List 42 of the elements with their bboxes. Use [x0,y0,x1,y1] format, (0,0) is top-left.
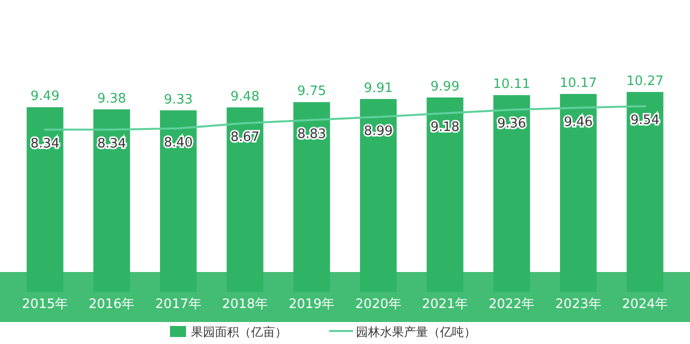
data-label: 9.46 [564,114,593,130]
x-tick-label: 2024年 [622,297,668,312]
x-tick-label: 2018年 [222,297,268,312]
x-tick-label: 2019年 [288,297,335,312]
data-label: 8.34 [30,136,60,152]
x-tick-label: 2015年 [22,297,68,312]
data-label: 9.99 [430,79,460,94]
bar [426,97,464,292]
data-label: 10.27 [626,74,664,89]
bar [26,107,64,292]
bar [226,107,264,292]
data-label: 10.11 [493,77,530,92]
data-label: 8.83 [297,127,326,142]
bar [160,110,197,292]
bar [93,109,130,292]
x-tick-label: 2016年 [88,297,135,312]
data-label: 8.34 [97,136,126,152]
bar [293,102,330,292]
data-label: 8.40 [164,135,193,150]
data-label: 9.38 [97,91,126,106]
data-label: 8.67 [230,130,260,146]
x-tick-label: 2020年 [355,297,402,312]
bar [360,99,397,292]
data-label: 9.33 [164,92,193,108]
data-label: 9.75 [297,84,326,100]
legend-label: 园林水果产量（亿吨） [356,325,476,339]
x-tick-label: 2023年 [555,297,602,312]
data-label: 9.36 [497,116,526,132]
data-label: 9.18 [430,120,460,136]
data-label: 9.49 [30,89,60,104]
legend-label: 果园面积（亿亩） [191,325,287,339]
data-label: 9.48 [230,89,260,104]
x-tick-label: 2017年 [155,297,202,312]
data-label: 9.54 [630,113,660,128]
bar [560,94,597,292]
x-tick-label: 2021年 [422,297,468,312]
bar [626,92,664,292]
bar [493,95,530,292]
data-label: 8.99 [364,124,393,139]
data-label: 9.91 [364,81,393,96]
x-tick-label: 2022年 [488,297,535,312]
data-label: 10.17 [560,76,597,91]
